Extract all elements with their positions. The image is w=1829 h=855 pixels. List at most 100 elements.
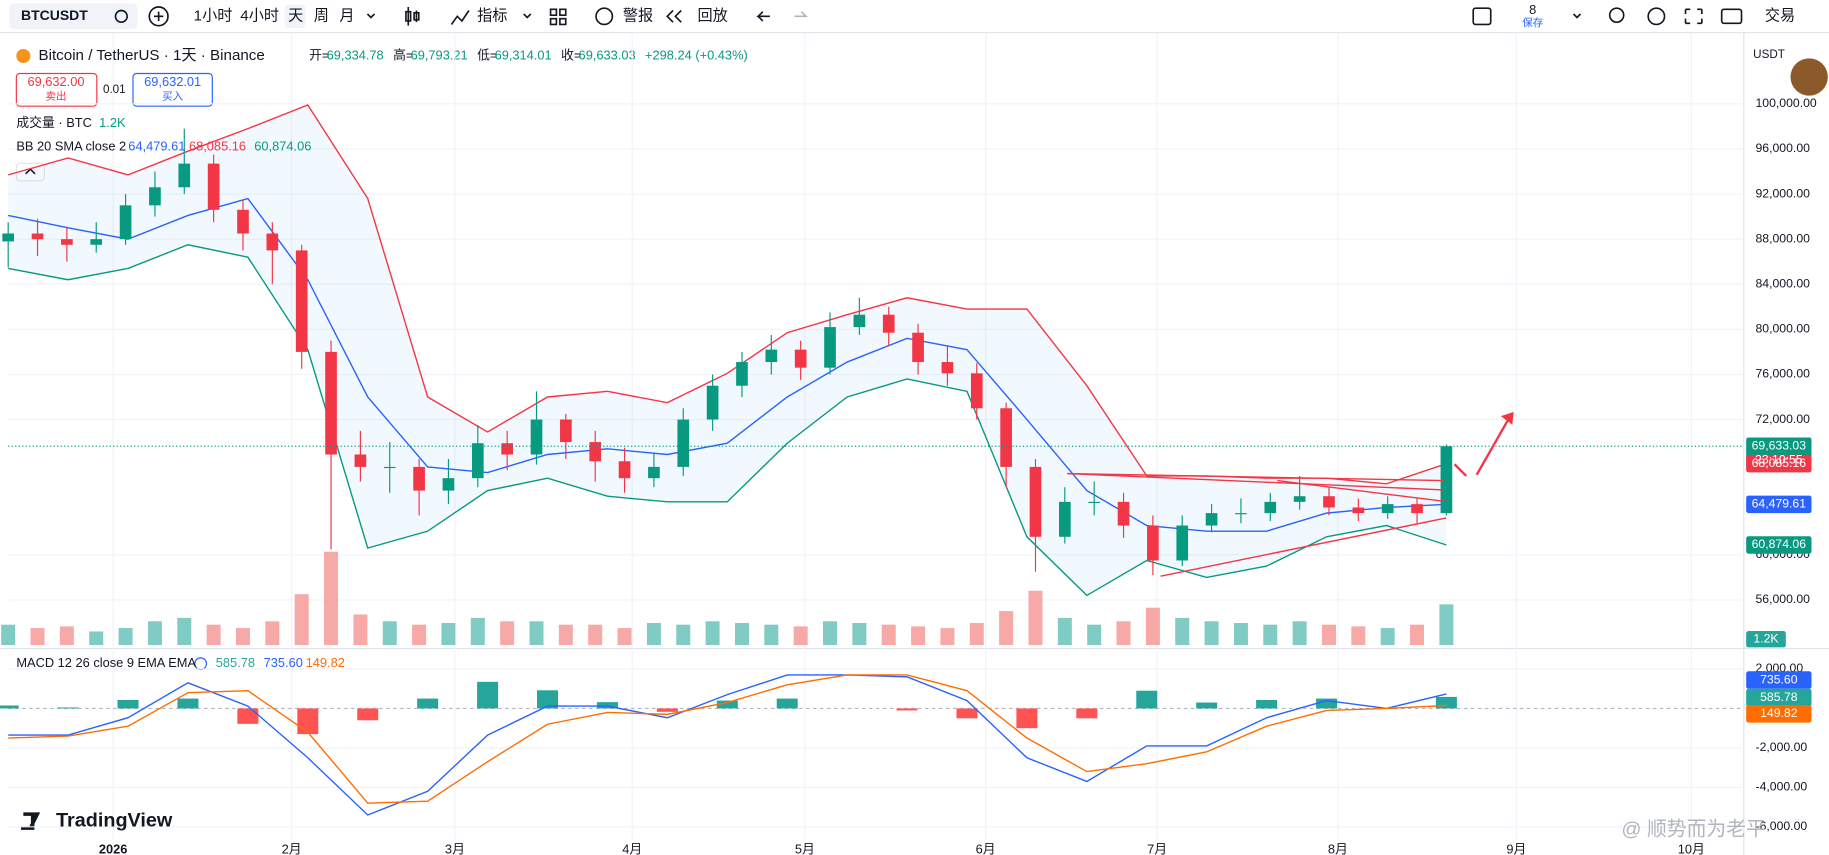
histogram-bar: [1016, 708, 1038, 729]
trend-line[interactable]: [1277, 479, 1447, 503]
layout-icon[interactable]: [549, 8, 567, 26]
undo[interactable]: [756, 11, 770, 22]
bb-legend: BB 20 SMA close 2: [16, 138, 126, 153]
volume-bar: [676, 624, 691, 646]
ohlc-value: 69,633.03: [579, 47, 636, 62]
sell-button[interactable]: [15, 72, 98, 107]
alert-icon[interactable]: [595, 7, 614, 26]
macd-line: [8, 674, 1447, 816]
save-count[interactable]: 8: [1529, 2, 1536, 17]
watermark: @ 顺势而为老平: [1621, 819, 1766, 841]
histogram-bar: [896, 708, 918, 711]
y-tick-label: 92,000.00: [1756, 186, 1811, 200]
volume-bar: [1292, 621, 1307, 646]
candle-body: [1147, 525, 1159, 561]
price-badge-label: 149.82: [1760, 706, 1798, 720]
y-tick-label: 56,000.00: [1756, 592, 1811, 606]
candle-body: [383, 466, 396, 469]
volume-bar: [999, 611, 1014, 646]
candle-body: [560, 419, 572, 443]
volume-bar: [1, 624, 16, 646]
trend-line[interactable]: [1160, 517, 1447, 577]
arrow-line[interactable]: [1453, 463, 1468, 477]
symbol[interactable]: BTCUSDT: [21, 7, 88, 23]
interval[interactable]: 周: [314, 7, 329, 24]
trend-line[interactable]: [1067, 472, 1445, 491]
volume-bar: [412, 624, 427, 646]
symbol-icon[interactable]: [114, 9, 128, 23]
redo[interactable]: [794, 11, 808, 18]
candle-body: [882, 314, 895, 333]
interval-active-bg: [284, 4, 306, 28]
volume-bar: [793, 626, 808, 646]
price-badge-label: 60,874.06: [1752, 537, 1807, 551]
avatar[interactable]: [1790, 58, 1828, 96]
ohlc-label: 开=: [309, 47, 329, 62]
search-icon[interactable]: [1608, 7, 1625, 23]
save-chevron[interactable]: [1572, 13, 1582, 19]
interval[interactable]: 天: [288, 7, 303, 24]
interval-chevron[interactable]: [366, 13, 376, 19]
currency[interactable]: USDT: [1753, 48, 1785, 61]
volume-bar: [969, 622, 984, 646]
volume-bar: [294, 594, 309, 646]
fullscreen-icon[interactable]: [1684, 8, 1703, 25]
indicators-button[interactable]: 指标: [477, 7, 507, 24]
layout-button[interactable]: [1472, 7, 1492, 26]
volume-bar: [470, 617, 485, 646]
candle-body: [266, 233, 279, 251]
y-tick-label: 96,000.00: [1756, 141, 1811, 155]
histogram-bar: [1316, 698, 1338, 709]
buy-button[interactable]: [132, 72, 213, 107]
candle-body: [237, 209, 249, 234]
ohlc-value: 69,314.01: [495, 47, 552, 62]
band-line: [8, 244, 1447, 597]
candle-body: [1411, 504, 1423, 514]
volume-bar: [59, 626, 74, 646]
arrow-line[interactable]: [1475, 417, 1511, 476]
interval[interactable]: 4小时: [240, 7, 279, 24]
interval[interactable]: 1小时: [194, 7, 233, 24]
y-tick-label: 72,000.00: [1756, 412, 1811, 426]
plot: 开=69,334.78 高=69,793.21 低=69,314.01 收=69,63…: [0, 33, 1817, 855]
histogram-bar: [297, 708, 319, 735]
sell-label[interactable]: 卖出: [46, 90, 67, 103]
volume-legend: 成交量 · BTC: [16, 115, 92, 130]
trend-line[interactable]: [1067, 472, 1445, 482]
alert-button[interactable]: 警报: [623, 7, 653, 24]
replay-icon[interactable]: [666, 9, 682, 23]
price-badge-label: 64,479.61: [1752, 497, 1807, 511]
candle-body: [941, 362, 954, 374]
add-symbol[interactable]: [148, 6, 169, 27]
change: +298.24 (+0.43%): [645, 47, 748, 62]
settings-icon[interactable]: [1647, 7, 1666, 26]
volume-bar: [734, 622, 749, 646]
buy-label[interactable]: 买入: [162, 91, 183, 103]
save-button[interactable]: 保存: [1522, 16, 1543, 29]
ohlc-label: 收=: [561, 47, 581, 62]
x-tick-label: 2026: [99, 842, 128, 855]
indicators-chevron[interactable]: [523, 13, 532, 19]
replay-button[interactable]: 回放: [698, 7, 728, 24]
symbol-box[interactable]: [9, 3, 138, 30]
chart-type-icon[interactable]: [405, 6, 420, 26]
candle-body: [912, 332, 924, 363]
buy-price[interactable]: 69,632.01: [144, 74, 201, 89]
candle-body: [119, 205, 132, 240]
histogram-bar: [956, 708, 978, 719]
x-tick-label: 4月: [622, 842, 642, 855]
macd-legend-value: 585.78: [216, 655, 255, 670]
sell-price[interactable]: 69,632.00: [27, 74, 84, 89]
candle-body: [442, 478, 455, 491]
trade-button[interactable]: 交易: [1765, 6, 1795, 24]
indicators-icon[interactable]: [450, 10, 470, 25]
volume-bar: [1263, 624, 1278, 646]
histogram-bar: [357, 708, 379, 721]
x-tick-label: 8月: [1328, 842, 1348, 855]
candle-body: [1088, 501, 1101, 504]
interval[interactable]: 月: [339, 7, 354, 24]
snapshot-icon[interactable]: [1720, 8, 1743, 25]
band-line: [8, 197, 1447, 532]
macd-legend: MACD 12 26 close 9 EMA EMA: [16, 655, 196, 670]
